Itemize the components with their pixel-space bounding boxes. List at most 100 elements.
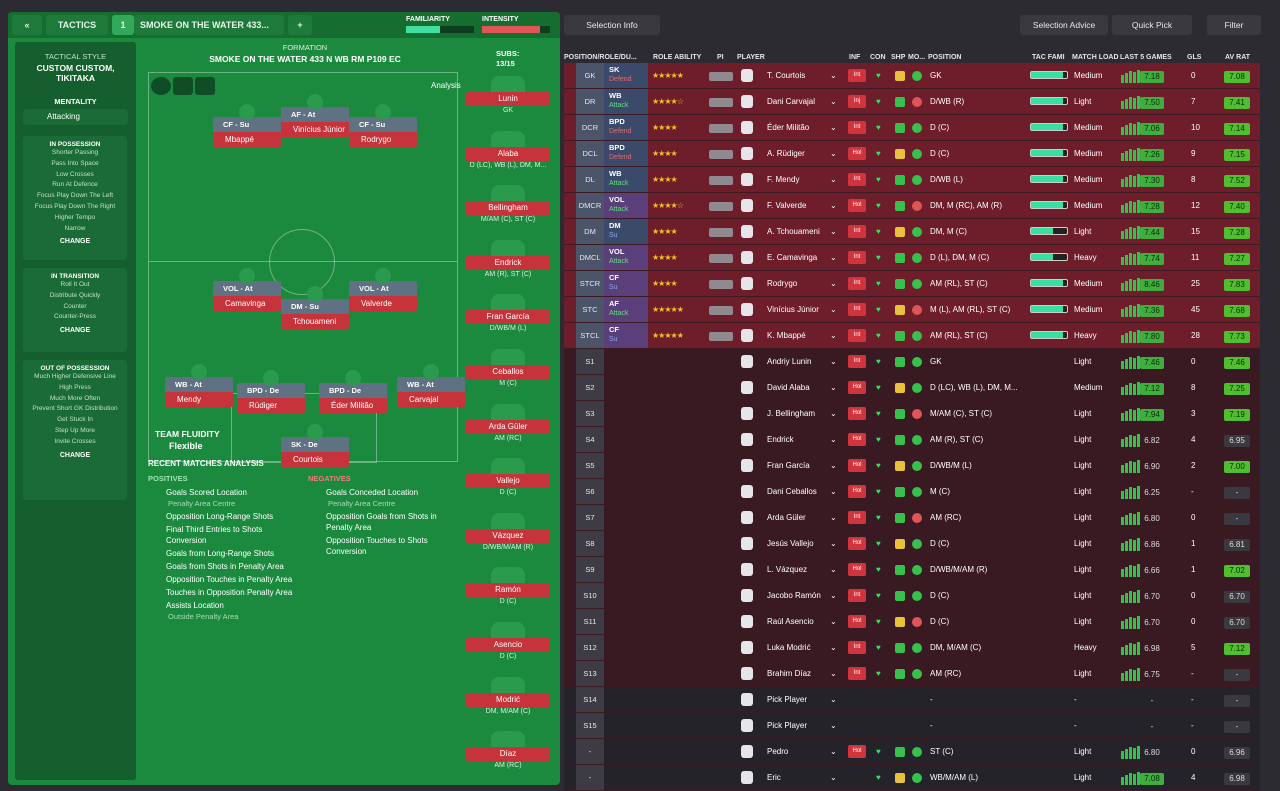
out-of-possession-change-button[interactable]: CHANGE xyxy=(59,451,91,459)
pi-icon[interactable] xyxy=(709,332,733,341)
hdr-position-col[interactable]: POSITION xyxy=(928,54,962,61)
pi-icon[interactable] xyxy=(709,228,733,237)
formation-name-dropdown[interactable]: SMOKE ON THE WATER 433 N WB RM P109 EC xyxy=(209,54,401,64)
hdr-av-rat[interactable]: AV RAT xyxy=(1225,54,1251,61)
sub-player[interactable]: Ramón D (C) xyxy=(464,567,552,607)
player-name[interactable]: Dani Carvajal xyxy=(767,97,816,106)
hdr-player[interactable]: PLAYER xyxy=(737,54,765,61)
filter-dropdown[interactable]: Filter xyxy=(1207,15,1261,35)
player-name[interactable]: A. Tchouameni xyxy=(767,227,820,236)
player-name[interactable]: Dani Ceballos xyxy=(767,487,817,496)
selection-advice-button[interactable]: Selection Advice xyxy=(1020,15,1108,35)
chevron-down-icon[interactable]: ⌄ xyxy=(830,539,837,548)
table-row[interactable]: DCR BPD Defend ★★★★ Éder Militão ⌄ Int ♥ D (C) Me… xyxy=(564,115,1260,141)
table-row[interactable]: STCR CF Su ★★★★ Rodrygo ⌄ Int ♥ AM (RL), ST (C) M… xyxy=(564,271,1260,297)
pi-icon[interactable] xyxy=(709,280,733,289)
tactic-slot-number[interactable]: 1 xyxy=(112,15,134,35)
sub-player[interactable]: Díaz AM (RC) xyxy=(464,731,552,771)
chevron-down-icon[interactable]: ⌄ xyxy=(830,305,837,314)
hdr-last-5[interactable]: LAST 5 GAMES xyxy=(1120,54,1172,61)
player-name[interactable]: Endrick xyxy=(767,435,794,444)
table-row[interactable]: DL WB Attack ★★★★ F. Mendy ⌄ Int ♥ D/WB (L) Mediu… xyxy=(564,167,1260,193)
table-row[interactable]: S14 Pick Player ⌄ - - - - - xyxy=(564,687,1260,713)
player-name[interactable]: Rodrygo xyxy=(767,279,798,288)
pitch-player[interactable]: VOL - At Valverde xyxy=(349,268,417,311)
sub-player[interactable]: Bellingham M/AM (C), ST (C) xyxy=(464,185,552,225)
tactics-tab[interactable]: TACTICS xyxy=(46,15,108,35)
table-row[interactable]: DMCR VOL Attack ★★★★☆ F. Valverde ⌄ Hol ♥ DM, M … xyxy=(564,193,1260,219)
style-value[interactable]: CUSTOM CUSTOM, TIKITAKA xyxy=(36,63,115,83)
player-name[interactable]: Arda Güler xyxy=(767,513,806,522)
chevron-down-icon[interactable]: ⌄ xyxy=(830,591,837,600)
player-name[interactable]: Pick Player xyxy=(767,721,808,730)
chevron-down-icon[interactable]: ⌄ xyxy=(830,149,837,158)
sub-player[interactable]: Vallejo D (C) xyxy=(464,458,552,498)
hdr-position[interactable]: POSITION/ROLE/DU... xyxy=(564,54,637,61)
table-row[interactable]: S13 Brahim Díaz ⌄ Int ♥ AM (RC) Light 6.75 - - xyxy=(564,661,1260,687)
table-row[interactable]: S2 David Alaba ⌄ Hol ♥ D (LC), WB (L), DM, M.… xyxy=(564,375,1260,401)
table-row[interactable]: S15 Pick Player ⌄ - - - - - xyxy=(564,713,1260,739)
chevron-down-icon[interactable]: ⌄ xyxy=(830,175,837,184)
sub-player[interactable]: Alaba D (LC), WB (L), DM, M... xyxy=(464,130,552,171)
table-row[interactable]: S11 Raúl Asencio ⌄ Hol ♥ D (C) Light 6.70 0 6.70 xyxy=(564,609,1260,635)
hdr-gls[interactable]: GLS xyxy=(1187,54,1202,61)
chevron-down-icon[interactable]: ⌄ xyxy=(830,71,837,80)
player-name[interactable]: T. Courtois xyxy=(767,71,806,80)
info-icon[interactable] xyxy=(195,77,215,95)
sub-player[interactable]: Arda Güler AM (RC) xyxy=(464,403,552,444)
chevron-down-icon[interactable]: ⌄ xyxy=(830,773,837,782)
player-name[interactable]: Raúl Asencio xyxy=(767,617,814,626)
role-cell[interactable]: DM Su xyxy=(604,219,648,244)
sub-player[interactable]: Vázquez D/WB/M/AM (R) xyxy=(464,512,552,553)
player-name[interactable]: Jacobo Ramón xyxy=(767,591,821,600)
table-row[interactable]: S9 L. Vázquez ⌄ Hol ♥ D/WB/M/AM (R) Light 6.66 1… xyxy=(564,557,1260,583)
recent-matches-analysis-link[interactable]: RECENT MATCHES ANALYSIS xyxy=(148,459,264,468)
table-row[interactable]: - Pedro ⌄ Hol ♥ ST (C) Light 6.80 0 6.96 xyxy=(564,739,1260,765)
sub-player[interactable]: Lunin GK xyxy=(464,76,552,116)
table-row[interactable]: DM DM Su ★★★★ A. Tchouameni ⌄ Int ♥ DM, M (C) Lig… xyxy=(564,219,1260,245)
chevron-down-icon[interactable]: ⌄ xyxy=(830,227,837,236)
chevron-down-icon[interactable]: ⌄ xyxy=(830,253,837,262)
chevron-down-icon[interactable]: ⌄ xyxy=(830,383,837,392)
role-cell[interactable]: CF Su xyxy=(604,271,648,296)
pitch-player[interactable]: CF - Su Mbappé xyxy=(213,104,281,147)
pi-icon[interactable] xyxy=(709,124,733,133)
player-name[interactable]: Eric xyxy=(767,773,781,782)
table-row[interactable]: S10 Jacobo Ramón ⌄ Int ♥ D (C) Light 6.70 0 6.70 xyxy=(564,583,1260,609)
role-cell[interactable]: WB Attack xyxy=(604,89,648,114)
mentality-dropdown[interactable]: Attacking xyxy=(23,109,128,125)
chevron-down-icon[interactable]: ⌄ xyxy=(830,617,837,626)
pitch-player[interactable]: AF - At Vinícius Júnior xyxy=(281,94,349,137)
tactic-name-dropdown[interactable]: SMOKE ON THE WATER 433... xyxy=(134,15,284,35)
player-name[interactable]: Andriy Lunin xyxy=(767,357,812,366)
player-name[interactable]: Brahim Díaz xyxy=(767,669,812,678)
pitch-player[interactable]: BPD - De Rüdiger xyxy=(237,370,305,413)
chevron-down-icon[interactable]: ⌄ xyxy=(830,97,837,106)
stats-icon[interactable] xyxy=(173,77,193,95)
role-cell[interactable]: BPD Defend xyxy=(604,141,648,166)
player-name[interactable]: Vinícius Júnior xyxy=(767,305,819,314)
table-row[interactable]: S3 J. Bellingham ⌄ Hol ♥ M/AM (C), ST (C) Ligh… xyxy=(564,401,1260,427)
in-possession-change-button[interactable]: CHANGE xyxy=(59,238,91,246)
chevron-down-icon[interactable]: ⌄ xyxy=(830,357,837,366)
analysis-button[interactable]: Analysis xyxy=(431,81,461,90)
pitch-player[interactable]: CF - Su Rodrygo xyxy=(349,104,417,147)
pitch-player[interactable]: SK - De Courtois xyxy=(281,424,349,467)
player-name[interactable]: F. Valverde xyxy=(767,201,807,210)
chevron-down-icon[interactable]: ⌄ xyxy=(830,435,837,444)
role-cell[interactable]: WB Attack xyxy=(604,167,648,192)
chevron-down-icon[interactable]: ⌄ xyxy=(830,721,837,730)
hdr-match-load[interactable]: MATCH LOAD xyxy=(1072,54,1119,61)
pitch-player[interactable]: WB - At Mendy xyxy=(165,364,233,407)
role-cell[interactable]: VOL Attack xyxy=(604,245,648,270)
table-row[interactable]: STC AF Attack ★★★★★ Vinícius Júnior ⌄ Int ♥ M (L… xyxy=(564,297,1260,323)
player-name[interactable]: Pedro xyxy=(767,747,789,756)
pi-icon[interactable] xyxy=(709,176,733,185)
hdr-role-ability[interactable]: ROLE ABILITY xyxy=(653,54,702,61)
table-row[interactable]: S8 Jesús Vallejo ⌄ Hol ♥ D (C) Light 6.86 1 6.81 xyxy=(564,531,1260,557)
sub-player[interactable]: Endrick AM (R), ST (C) xyxy=(464,239,552,280)
selection-info-dropdown[interactable]: Selection Info xyxy=(564,15,660,35)
pitch-player[interactable]: BPD - De Éder Militão xyxy=(319,370,387,413)
sub-player[interactable]: Asencio D (C) xyxy=(464,622,552,662)
pi-icon[interactable] xyxy=(709,98,733,107)
